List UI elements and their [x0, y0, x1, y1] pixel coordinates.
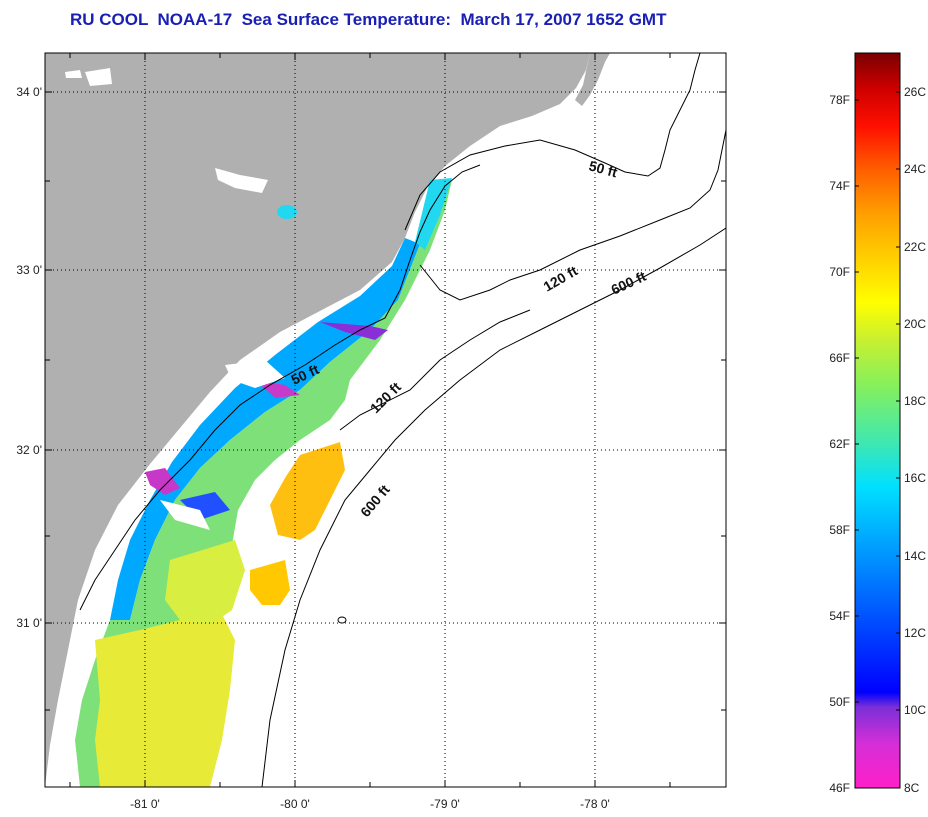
sst-swath-purple-2	[255, 380, 300, 398]
map-plot-area	[45, 53, 726, 787]
colorbar-ramp	[854, 52, 901, 789]
contour-shelf-120	[339, 309, 531, 431]
sst-swath-yellow-mid	[165, 540, 245, 625]
page-title: RU COOL NOAA-17 Sea Surface Temperature:…	[70, 10, 667, 29]
colorbar-f-78: 78F	[829, 93, 850, 107]
colorbar-f-50: 50F	[829, 695, 850, 709]
contour-50ft-line	[404, 53, 701, 231]
colorbar-c-12: 12C	[904, 626, 926, 640]
lat-tick-33: 33 0'	[16, 263, 42, 277]
colorbar-c-8: 8C	[904, 781, 920, 795]
sst-swath-blue-band	[110, 238, 420, 620]
inland-artifact-2	[215, 168, 268, 193]
coastline-detail	[79, 164, 481, 611]
lat-tick-31: 31 0'	[16, 616, 42, 630]
colorbar-c-24: 24C	[904, 162, 926, 176]
contour-600ft-line	[261, 227, 726, 787]
sst-swath-blue-2	[180, 492, 230, 520]
sst-swath-yellow-south	[95, 610, 235, 787]
lon-tick-80: -80 0'	[280, 797, 310, 811]
map-frame	[44, 52, 727, 788]
colorbar-f-74: 74F	[829, 179, 850, 193]
sst-swath-nodata-gap-2	[160, 500, 210, 530]
colorbar-c-10: 10C	[904, 703, 926, 717]
colorbar-c-26: 26C	[904, 85, 926, 99]
land-peninsula	[575, 53, 610, 106]
colorbar-c-14: 14C	[904, 549, 926, 563]
contour-120ft-line	[419, 129, 726, 301]
colorbar-c-18: 18C	[904, 394, 926, 408]
lon-tick-79: -79 0'	[430, 797, 460, 811]
colorbar-f-58: 58F	[829, 523, 850, 537]
lat-tick-34: 34 0'	[16, 85, 42, 99]
inland-lake-cyan	[277, 205, 297, 219]
map-frame-ticks	[45, 53, 726, 787]
colorbar-ticks	[855, 91, 900, 711]
colorbar-f-54: 54F	[829, 609, 850, 623]
colorbar-f-70: 70F	[829, 265, 850, 279]
lon-tick-78: -78 0'	[580, 797, 610, 811]
map-gridlines	[45, 53, 726, 787]
contour-label-50ft-north: 50 ft	[587, 157, 619, 180]
colorbar-c-20: 20C	[904, 317, 926, 331]
sst-swath-orange-patch	[270, 442, 345, 540]
colorbar-f-62: 62F	[829, 437, 850, 451]
inland-artifact-1	[85, 68, 112, 86]
colorbar-c-16: 16C	[904, 471, 926, 485]
sst-swath-purple-1	[320, 322, 388, 340]
colorbar-c-22: 22C	[904, 240, 926, 254]
colorbar: 78F 74F 70F 66F 62F 58F 54F 50F 46F 26C …	[829, 52, 926, 795]
inland-artifact-3	[65, 70, 82, 78]
land-mass	[45, 53, 590, 787]
sst-swath-nodata-gap-1	[225, 360, 285, 388]
lon-tick-81: -81 0'	[130, 797, 160, 811]
colorbar-f-66: 66F	[829, 351, 850, 365]
colorbar-f-46: 46F	[829, 781, 850, 795]
sst-swath-purple-3	[145, 468, 180, 495]
sst-swath-orange-patch-2	[250, 560, 290, 605]
lat-tick-32: 32 0'	[16, 443, 42, 457]
sst-swath-cyan-north	[415, 178, 452, 250]
